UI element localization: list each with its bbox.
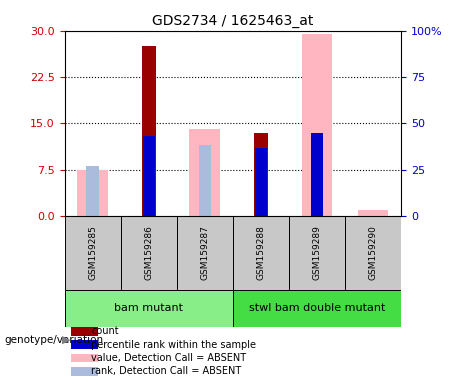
Text: GSM159290: GSM159290 [368,225,378,280]
Bar [121,216,177,290]
Bar [233,290,401,327]
Bar [71,354,98,362]
Bar [233,216,289,290]
Bar [142,46,156,216]
Text: value, Detection Call = ABSENT: value, Detection Call = ABSENT [91,353,247,363]
Bar [86,167,99,216]
Bar [65,216,121,290]
Bar [77,170,108,216]
Bar [177,216,233,290]
Text: count: count [91,326,119,336]
Text: GSM159289: GSM159289 [313,225,321,280]
Bar [254,132,268,216]
Bar [71,367,98,376]
Bar [65,290,233,327]
Bar [189,129,220,216]
Text: GSM159285: GSM159285 [88,225,97,280]
Bar [199,145,211,216]
Text: GSM159288: GSM159288 [256,225,266,280]
Bar [142,136,155,216]
Bar [345,216,401,290]
Title: GDS2734 / 1625463_at: GDS2734 / 1625463_at [152,14,313,28]
Bar [71,327,98,336]
Text: GSM159287: GSM159287 [200,225,209,280]
Bar [254,148,267,216]
Bar [358,210,389,216]
Text: GSM159286: GSM159286 [144,225,153,280]
Text: bam mutant: bam mutant [114,303,183,313]
Text: rank, Detection Call = ABSENT: rank, Detection Call = ABSENT [91,366,242,376]
Bar [71,340,98,349]
Text: ▶: ▶ [62,335,71,345]
Text: genotype/variation: genotype/variation [5,335,104,345]
Text: stwl bam double mutant: stwl bam double mutant [249,303,385,313]
Bar [289,216,345,290]
Text: percentile rank within the sample: percentile rank within the sample [91,340,256,350]
Bar [301,34,332,216]
Bar [311,132,323,216]
